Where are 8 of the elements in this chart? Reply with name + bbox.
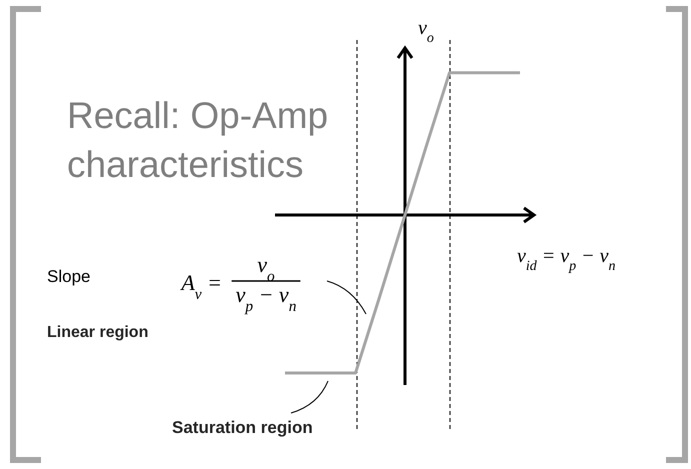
text: Recall: Op-Amp characteristics [67, 95, 328, 185]
text: A$_{v}$ = [179, 270, 222, 302]
text: Slope [47, 267, 90, 286]
annotation: v$_{p}$ − v$_{n}$ [236, 282, 297, 314]
x-axis-title: v$_{id}$ = v$_{p}$ − v$_{n}$ [517, 245, 616, 274]
text: Saturation region [172, 418, 313, 437]
y-axis-title: v$_{o}$ [418, 17, 434, 46]
text: Linear region [47, 324, 148, 341]
